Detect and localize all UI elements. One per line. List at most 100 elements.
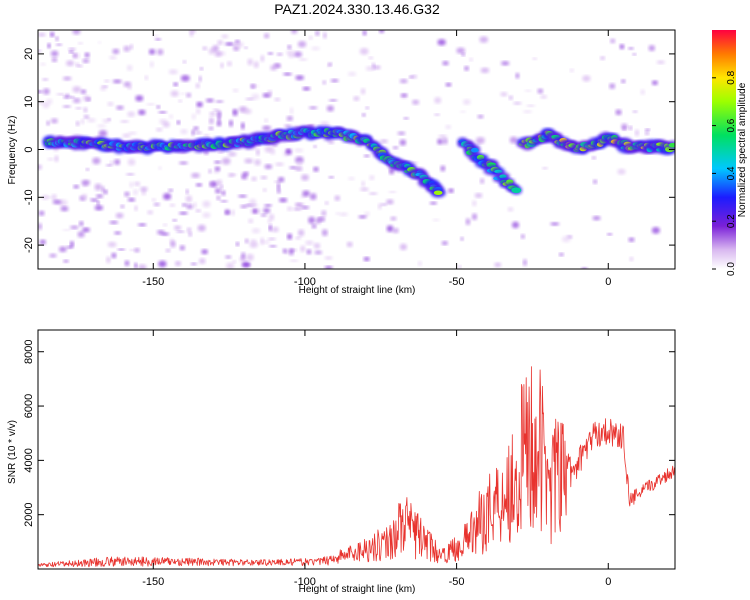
spectrogram-noise: [283, 72, 292, 76]
spectrogram-noise: [216, 110, 222, 118]
spectrogram-noise: [297, 40, 307, 48]
spectrogram-noise: [178, 99, 182, 103]
snr-ytick-label: 6000: [23, 394, 35, 418]
spectrogram-noise: [106, 256, 111, 264]
spectrogram-noise: [174, 261, 182, 266]
spectrogram-noise: [271, 226, 279, 233]
spectrogram-noise: [600, 56, 605, 60]
spectrogram-noise: [629, 256, 634, 262]
spectrogram-noise: [561, 236, 571, 243]
spectrogram-noise: [379, 30, 385, 34]
spectrogram-noise: [191, 129, 195, 136]
spectrogram-noise: [173, 225, 182, 230]
spectrogram-noise: [156, 229, 165, 235]
spectrogram-noise: [248, 218, 254, 224]
spectrogram-noise: [632, 110, 638, 113]
spectrogram-noise: [437, 138, 443, 145]
spectrogram-noise: [232, 108, 238, 116]
spectrogram-noise: [324, 201, 329, 205]
spectrogram-noise: [609, 83, 616, 89]
spectrogram-noise: [225, 42, 234, 46]
spectrogram-noise: [524, 89, 532, 92]
snr-ytick-label: 4000: [23, 448, 35, 472]
spectrogram-noise: [322, 80, 326, 85]
spectrogram-noise: [656, 60, 665, 64]
spectrogram-noise: [270, 65, 278, 71]
spectrogram-noise: [326, 105, 335, 112]
spectrogram-noise: [314, 250, 323, 255]
spectrogram-noise: [260, 55, 265, 62]
spectrogram-noise: [42, 88, 50, 95]
spectrogram-noise: [86, 118, 96, 123]
spectrogram-noise: [182, 203, 187, 207]
spectrogram-noise: [260, 176, 268, 180]
spectrogram-noise: [440, 165, 446, 172]
colorbar-ticks: 0.0 0.2 0.4 0.6 0.8: [712, 70, 737, 276]
spectrogram-noise: [328, 176, 334, 179]
spectrogram-noise: [117, 248, 126, 251]
spectrogram-noise: [321, 210, 327, 217]
spectrogram-noise: [60, 206, 69, 212]
spectrogram-noise: [156, 127, 163, 132]
spectrogram-ytick-label: 10: [23, 96, 35, 108]
spectrogram-noise: [284, 124, 292, 129]
spectrogram-noise: [305, 240, 314, 245]
spectrogram-noise: [507, 207, 514, 212]
spectrogram-noise: [170, 90, 179, 97]
spectrogram-noise: [264, 164, 273, 170]
spectrogram-noise: [264, 204, 272, 207]
spectrogram-noise: [289, 166, 297, 170]
spectrogram-noise: [279, 197, 288, 203]
spectrogram-noise: [231, 209, 235, 216]
spectrogram-noise: [47, 43, 51, 49]
spectrogram-noise: [389, 168, 395, 175]
spectrogram-noise: [500, 92, 508, 97]
spectrogram-noise: [83, 95, 91, 102]
spectrogram-noise: [264, 118, 268, 123]
spectrogram-noise: [144, 75, 148, 80]
spectrogram-noise: [434, 97, 442, 104]
spectrogram-noise: [185, 189, 189, 195]
spectrogram-noise: [137, 223, 147, 227]
spectrogram-noise: [282, 248, 288, 254]
spectrogram-noise: [65, 93, 70, 97]
spectrogram-noise: [186, 204, 194, 210]
spectrogram-noise: [591, 156, 596, 160]
spectrogram-noise: [241, 263, 251, 267]
spectrogram-noise: [216, 195, 221, 201]
spectrogram-noise: [330, 79, 339, 83]
spectrogram-noise: [445, 82, 452, 87]
spectrogram-noise: [202, 200, 211, 208]
spectrogram-noise: [263, 188, 267, 192]
spectrogram-marks: [38, 30, 675, 269]
spectrogram-noise: [249, 84, 259, 88]
spectrogram-noise: [188, 232, 192, 237]
spectrogram-noise: [189, 31, 194, 37]
spectrogram-noise: [227, 151, 237, 157]
spectrogram-noise: [244, 158, 254, 164]
spectrogram-noise: [253, 209, 257, 214]
spectrogram-noise: [165, 248, 171, 253]
spectrogram-noise: [651, 80, 658, 86]
spectrogram-noise: [138, 109, 146, 116]
spectrogram-noise: [62, 76, 72, 81]
spectrogram-noise: [227, 61, 232, 67]
spectrogram-noise: [124, 191, 130, 197]
snr-xlabel: Height of straight line (km): [299, 584, 416, 595]
spectrogram-noise: [44, 195, 54, 199]
spectrogram-noise: [293, 207, 302, 211]
spectrogram-noise: [54, 155, 59, 162]
spectrogram-noise: [260, 213, 267, 217]
spectrogram-noise: [107, 241, 117, 248]
spectrogram-noise: [365, 66, 375, 71]
spectrogram-noise: [127, 158, 136, 166]
spectrogram-noise: [368, 56, 374, 60]
spectrogram-noise: [97, 124, 107, 128]
spectrogram-noise: [51, 194, 57, 200]
spectrogram-noise: [269, 244, 277, 248]
spectrogram-noise: [287, 206, 293, 211]
spectrogram-noise: [98, 41, 102, 44]
spectrogram-noise: [313, 242, 321, 249]
spectrogram-xtick-label: -100: [294, 276, 316, 288]
spectrogram-noise: [438, 134, 447, 138]
